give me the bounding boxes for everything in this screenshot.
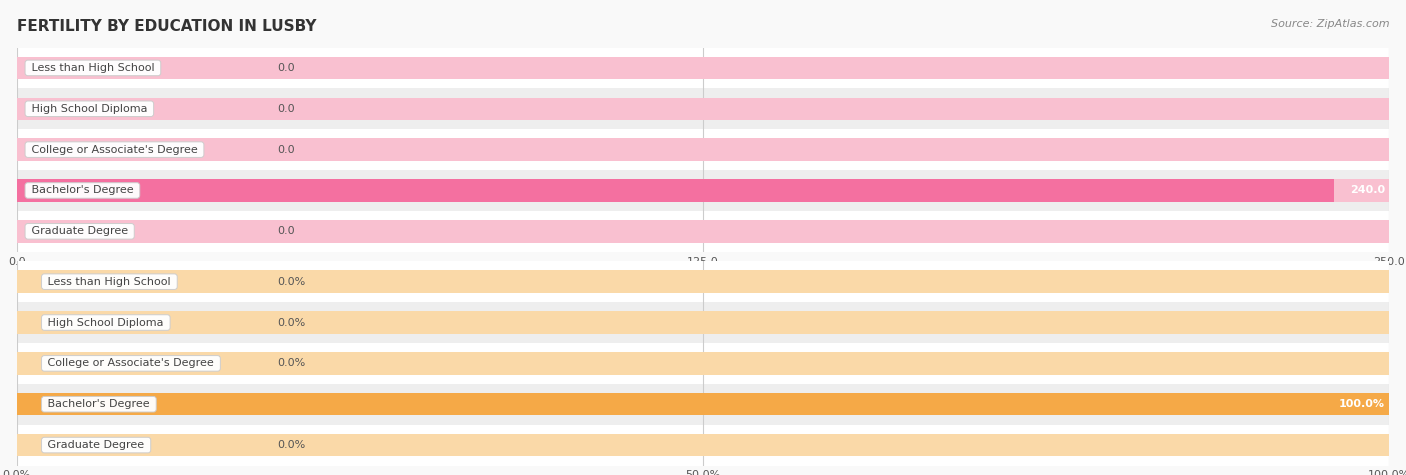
Text: 0.0: 0.0: [277, 63, 295, 73]
Text: 0.0: 0.0: [277, 104, 295, 114]
Text: FERTILITY BY EDUCATION IN LUSBY: FERTILITY BY EDUCATION IN LUSBY: [17, 19, 316, 34]
Text: Graduate Degree: Graduate Degree: [45, 440, 148, 450]
Bar: [17, 425, 1389, 466]
Bar: [17, 179, 1334, 202]
Text: Graduate Degree: Graduate Degree: [28, 226, 132, 237]
Bar: [17, 88, 1389, 129]
Bar: [17, 393, 1389, 416]
Bar: [17, 311, 1389, 334]
Text: Bachelor's Degree: Bachelor's Degree: [45, 399, 153, 409]
Text: High School Diploma: High School Diploma: [45, 317, 167, 328]
Bar: [17, 302, 1389, 343]
Bar: [17, 179, 1389, 202]
Text: Source: ZipAtlas.com: Source: ZipAtlas.com: [1271, 19, 1389, 29]
Bar: [17, 170, 1389, 211]
Bar: [17, 97, 1389, 120]
Bar: [17, 138, 1389, 161]
Text: 0.0%: 0.0%: [277, 358, 307, 369]
Text: College or Associate's Degree: College or Associate's Degree: [28, 144, 201, 155]
Text: 240.0: 240.0: [1350, 185, 1385, 196]
Text: High School Diploma: High School Diploma: [28, 104, 150, 114]
Text: 0.0%: 0.0%: [277, 440, 307, 450]
Bar: [17, 393, 1389, 416]
Bar: [17, 270, 1389, 293]
Text: Less than High School: Less than High School: [45, 276, 174, 287]
Bar: [17, 57, 1389, 79]
Bar: [17, 384, 1389, 425]
Text: Bachelor's Degree: Bachelor's Degree: [28, 185, 136, 196]
Text: 0.0%: 0.0%: [277, 317, 307, 328]
Text: Less than High School: Less than High School: [28, 63, 157, 73]
Text: 0.0%: 0.0%: [277, 276, 307, 287]
Bar: [17, 48, 1389, 88]
Text: 0.0: 0.0: [277, 144, 295, 155]
Bar: [17, 129, 1389, 170]
Bar: [17, 261, 1389, 302]
Bar: [17, 211, 1389, 252]
Text: College or Associate's Degree: College or Associate's Degree: [45, 358, 218, 369]
Bar: [17, 343, 1389, 384]
Text: 100.0%: 100.0%: [1339, 399, 1385, 409]
Bar: [17, 434, 1389, 456]
Bar: [17, 220, 1389, 243]
Bar: [17, 352, 1389, 375]
Text: 0.0: 0.0: [277, 226, 295, 237]
